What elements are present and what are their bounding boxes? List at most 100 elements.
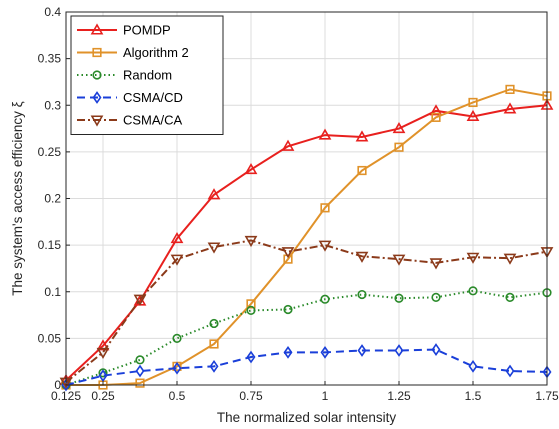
data-point-marker [90,23,104,35]
data-point-marker [466,109,480,121]
data-point-marker [318,240,332,252]
data-point-marker [468,286,478,296]
y-tick-label: 0.35 [38,52,62,66]
data-point-marker [170,231,184,244]
data-point-marker [429,104,443,116]
data-point-marker [96,339,110,351]
data-point-marker [318,128,332,140]
data-point-marker [431,112,441,122]
data-point-marker [133,294,147,306]
data-point-marker [505,364,515,378]
data-point-marker [207,188,221,200]
data-point-marker [394,344,404,357]
legend-label: Algorithm 2 [123,45,189,60]
data-point-marker [246,305,256,316]
data-point-marker [468,359,478,373]
data-point-marker [505,292,515,302]
data-point-marker [281,139,295,151]
data-point-marker [209,318,219,329]
legend-item: POMDP [77,23,171,38]
data-point-marker [320,294,330,304]
data-point-marker [135,378,145,388]
data-point-marker [357,289,367,300]
data-point-marker [320,345,330,359]
y-tick-label: 0.2 [44,192,61,206]
series-line [65,104,548,382]
x-axis-label: The normalized solar intensity [217,410,397,425]
x-tick-label: 0.25 [91,389,115,403]
y-tick-label: 0.25 [38,145,62,159]
y-tick-label: 0.4 [44,5,61,19]
y-tick-label: 0.05 [38,331,62,345]
data-point-marker [172,361,182,375]
legend-label: CSMA/CD [123,90,183,105]
legend-item: Random [77,68,172,83]
data-point-marker [503,253,517,265]
y-tick-label: 0.15 [38,238,62,252]
data-point-marker [96,347,110,359]
y-tick-label: 0 [54,378,61,392]
data-point-marker [92,91,102,104]
data-point-marker [355,130,369,142]
series-group [59,84,554,392]
series-pomdp [59,98,554,385]
data-point-marker [209,359,219,373]
series-line [65,239,548,383]
data-point-marker [468,97,478,108]
data-point-marker [394,142,404,152]
data-point-marker [98,369,108,383]
legend-label: POMDP [123,23,171,38]
series-csma-cd [61,343,552,392]
y-tick-label: 0.1 [44,285,61,299]
data-point-marker [503,102,517,114]
x-tick-label: 1.5 [465,389,482,403]
x-tick-label: 0.75 [239,389,263,403]
data-point-marker [320,203,330,213]
x-tick-label: 1.75 [535,389,559,403]
legend-item: CSMA/CA [77,113,183,128]
tick-labels: 0.125 0.25 0.5 0.75 1 1.25 1.5 1.75 0 0.05 0.1 0.15… [38,5,559,403]
data-point-marker [135,364,145,378]
data-point-marker [357,165,367,176]
data-point-marker [209,339,219,349]
data-point-marker [281,247,295,259]
x-tick-label: 1 [322,389,329,403]
data-point-marker [283,345,293,359]
data-point-marker [90,115,104,127]
series-line [65,348,548,386]
legend: POMDP Algorithm 2 Random CSMA/CD CSMA/CA [70,15,224,135]
legend-label: Random [123,68,172,83]
data-point-marker [429,258,443,270]
legend-label: CSMA/CA [123,113,183,128]
data-point-marker [244,235,258,248]
data-point-marker [392,254,406,266]
data-point-marker [244,162,258,175]
data-point-marker [246,350,256,364]
data-point-marker [98,368,108,378]
x-tick-label: 0.125 [51,389,81,403]
series-csma-ca [59,235,554,389]
data-point-marker [357,344,367,357]
data-point-marker [283,304,293,315]
series-line [66,88,548,386]
data-point-marker [392,121,406,134]
data-point-marker [355,251,369,263]
data-point-marker [505,84,515,94]
data-point-marker [246,299,256,309]
legend-item: Algorithm 2 [77,45,189,60]
data-point-marker [135,355,145,365]
data-point-marker [394,293,404,303]
x-tick-label: 1.25 [387,389,411,403]
y-tick-label: 0.3 [44,98,61,112]
data-point-marker [92,47,102,58]
x-tick-label: 0.5 [169,389,186,403]
data-point-marker [172,333,182,343]
data-point-marker [431,343,441,356]
data-point-marker [431,292,441,302]
y-axis-label: The system's access efficiency ξ [10,101,25,295]
data-point-marker [466,252,480,264]
data-point-marker [92,70,102,80]
data-point-marker [170,254,184,266]
legend-item: CSMA/CD [77,90,183,105]
